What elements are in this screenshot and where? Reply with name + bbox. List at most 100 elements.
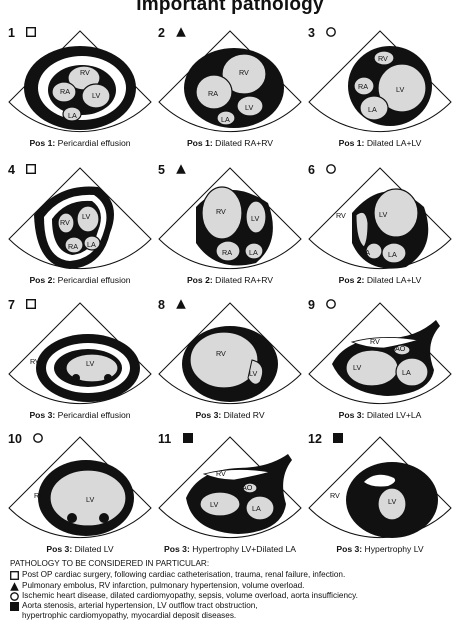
echo-panel: 3 RV RA LV LA Pos 1: Dilated LA+LV: [306, 26, 454, 156]
panel-caption: Pos 1: Dilated LA+LV: [306, 138, 454, 148]
echo-panel: 4 RV LV RA LA Pos 2: Pericardial effusion: [6, 163, 154, 293]
square-filled-icon: [10, 602, 19, 612]
chamber-label: LV: [379, 210, 387, 219]
chamber-label: RA: [358, 82, 368, 91]
position-label: Pos 3:: [164, 544, 190, 554]
triangle-filled-icon: [176, 299, 186, 309]
chamber-label: RA: [60, 87, 70, 96]
panel-caption: Pos 3: Hypertrophy LV: [306, 544, 454, 554]
chamber-label: LV: [92, 91, 100, 100]
position-label: Pos 1:: [338, 138, 365, 148]
echo-panel: 10 RV LV Pos 3: Dilated LV: [6, 432, 154, 562]
square-outline-icon: [10, 571, 19, 581]
legend-text-4-continued: hypertrophic cardiomyopathy, myocardial …: [22, 611, 237, 621]
panel-caption: Pos 3: Pericardial effusion: [6, 410, 154, 420]
triangle-filled-icon: [176, 164, 186, 174]
circle-outline-icon: [326, 164, 336, 174]
panel-caption: Pos 3: Dilated LV: [6, 544, 154, 554]
chamber-label: RA: [68, 242, 78, 251]
legend-text-1: Post OP cardiac surgery, following cardi…: [22, 570, 346, 580]
pathology-label: Dilated RV: [223, 410, 265, 420]
chamber-label: LA: [68, 111, 77, 120]
square-outline-icon: [26, 164, 36, 174]
panel-number: 6: [308, 163, 315, 177]
legend-text-2: Pulmonary embolus, RV infarction, pulmon…: [22, 580, 305, 590]
triangle-filled-icon: [10, 581, 19, 591]
panel-caption: Pos 1: Dilated RA+RV: [156, 138, 304, 148]
panel-caption: Pos 1: Pericardial effusion: [6, 138, 154, 148]
panel-number: 7: [8, 298, 15, 312]
position-label: Pos 3:: [46, 544, 73, 554]
circle-outline-icon: [10, 592, 19, 601]
panel-number: 12: [308, 432, 322, 446]
chamber-label: LV: [210, 500, 218, 509]
echo-panel: 1 RV RA LV LA Pos 1: Pericardial effusion: [6, 26, 154, 156]
panel-number: 5: [158, 163, 165, 177]
legend: PATHOLOGY TO BE CONSIDERED IN PARTICULAR…: [10, 559, 456, 622]
pathology-label: Pericardial effusion: [57, 275, 131, 285]
chamber-label: LV: [251, 214, 259, 223]
square-filled-icon: [183, 433, 193, 443]
panel-number: 8: [158, 298, 165, 312]
echo-sector-diagram: RV RA LV LA: [8, 30, 152, 132]
echo-sector-diagram: RV LV: [158, 302, 302, 404]
chamber-label: LV: [249, 369, 257, 378]
chamber-label: RV: [34, 491, 44, 500]
pathology-label: Pericardial effusion: [57, 410, 131, 420]
echo-panel: 6 RV LV RA LA Pos 2: Dilated LA+LV: [306, 163, 454, 293]
square-filled-icon: [333, 433, 343, 443]
panel-number: 4: [8, 163, 15, 177]
chamber-label: LV: [86, 359, 94, 368]
position-label: Pos 3:: [29, 410, 56, 420]
echo-sector-diagram: RV LV RA LA: [308, 167, 452, 269]
pathology-label: Dilated LA+LV: [366, 138, 422, 148]
legend-text-4: Aorta stenosis, arterial hypertension, L…: [22, 601, 258, 611]
pathology-label: Hypertrophy LV: [364, 544, 424, 554]
chamber-label: RV: [378, 54, 388, 63]
chamber-label: LA: [402, 368, 411, 377]
legend-item-1: Post OP cardiac surgery, following cardi…: [10, 570, 456, 581]
echo-panel: 8 RV LV Pos 3: Dilated RV: [156, 298, 304, 428]
panel-caption: Pos 3: Dilated LV+LA: [306, 410, 454, 420]
pathology-label: Dilated RA+RV: [215, 275, 274, 285]
chamber-label: LA: [221, 115, 230, 124]
chamber-label: RV: [330, 491, 340, 500]
chamber-label: RA: [360, 248, 370, 257]
echo-sector-diagram: RV LV RA LA: [158, 167, 302, 269]
position-label: Pos 3:: [336, 544, 363, 554]
position-label: Pos 1:: [186, 138, 213, 148]
panel-caption: Pos 3: Hypertrophy LV+Dilated LA: [156, 544, 304, 554]
echo-panel: 11 RV AO LV LA Pos 3: Hypertrophy LV+Dilated …: [156, 432, 304, 562]
panel-caption: Pos 2: Dilated LA+LV: [306, 275, 454, 285]
chamber-label: LV: [245, 103, 253, 112]
pathology-label: Hypertrophy LV+Dilated LA: [192, 544, 296, 554]
position-label: Pos 1:: [29, 138, 56, 148]
chamber-label: RV: [216, 207, 226, 216]
chamber-label: LA: [388, 250, 397, 259]
chamber-label: LA: [252, 504, 261, 513]
panel-caption: Pos 2: Pericardial effusion: [6, 275, 154, 285]
position-label: Pos 2:: [186, 275, 213, 285]
chamber-label: RV: [336, 211, 346, 220]
page-title: Important pathology: [136, 0, 324, 15]
circle-outline-icon: [33, 433, 43, 443]
chamber-label: RV: [216, 349, 226, 358]
position-label: Pos 3:: [195, 410, 222, 420]
pathology-label: Dilated LV: [74, 544, 114, 554]
chamber-label: LV: [396, 85, 404, 94]
panel-number: 9: [308, 298, 315, 312]
position-label: Pos 3:: [338, 410, 365, 420]
square-outline-icon: [26, 27, 36, 37]
chamber-label: RV: [80, 68, 90, 77]
panel-caption: Pos 2: Dilated RA+RV: [156, 275, 304, 285]
circle-outline-icon: [326, 27, 336, 37]
panel-number: 2: [158, 26, 165, 40]
chamber-label: AO: [395, 344, 406, 353]
echo-panel: 5 RV LV RA LA Pos 2: Dilated RA+RV: [156, 163, 304, 293]
echo-sector-diagram: RV LV: [8, 436, 152, 538]
echo-sector-diagram: RV LV RA LA: [8, 167, 152, 269]
chamber-label: LA: [368, 105, 377, 114]
panel-number: 3: [308, 26, 315, 40]
echo-sector-diagram: RV LV: [8, 302, 152, 404]
echo-sector-diagram: RV RA LV LA: [308, 30, 452, 132]
